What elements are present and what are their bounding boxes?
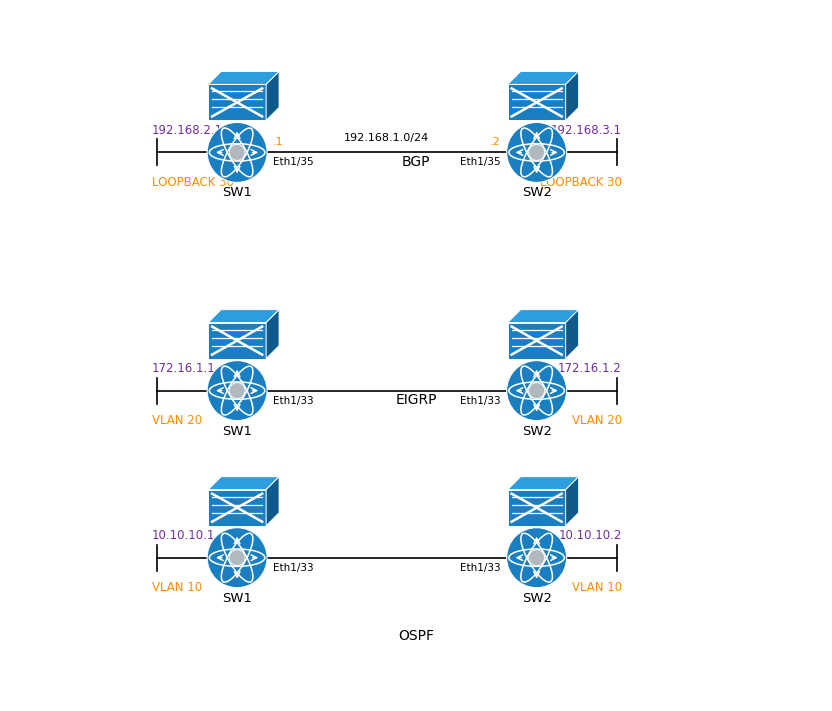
Text: SW1: SW1 (222, 186, 252, 199)
Text: VLAN 10: VLAN 10 (152, 581, 202, 594)
Text: Eth1/33: Eth1/33 (460, 395, 501, 405)
Text: 192.168.3.1: 192.168.3.1 (551, 124, 622, 137)
Circle shape (528, 383, 545, 399)
Polygon shape (266, 71, 279, 120)
Text: 172.16.1.1: 172.16.1.1 (152, 362, 215, 375)
Circle shape (507, 122, 567, 183)
Bar (208, 490, 266, 525)
Circle shape (229, 144, 245, 161)
Text: EIGRP: EIGRP (395, 393, 437, 407)
Bar (208, 85, 266, 120)
Bar (208, 323, 266, 358)
Text: LOOPBACK 30: LOOPBACK 30 (540, 176, 622, 189)
Circle shape (207, 122, 267, 183)
Bar (508, 323, 566, 358)
Text: SW2: SW2 (522, 186, 552, 199)
Polygon shape (508, 309, 578, 323)
Text: VLAN 20: VLAN 20 (152, 414, 202, 427)
Polygon shape (208, 71, 279, 85)
Text: 10.10.10.1: 10.10.10.1 (152, 529, 215, 542)
Polygon shape (266, 476, 279, 525)
Text: 192.168.2.1: 192.168.2.1 (152, 124, 223, 137)
Polygon shape (566, 71, 578, 120)
Text: 192.168.1.0/24: 192.168.1.0/24 (344, 134, 429, 144)
Text: Eth1/33: Eth1/33 (273, 562, 314, 572)
Circle shape (207, 360, 267, 421)
Circle shape (207, 528, 267, 588)
Text: OSPF: OSPF (398, 629, 434, 643)
Polygon shape (208, 309, 279, 323)
Polygon shape (566, 476, 578, 525)
Text: BGP: BGP (402, 155, 430, 169)
Circle shape (229, 550, 245, 566)
Polygon shape (266, 309, 279, 358)
Circle shape (507, 360, 567, 421)
Text: .2: .2 (490, 137, 501, 147)
Text: 10.10.10.2: 10.10.10.2 (558, 529, 622, 542)
Circle shape (229, 383, 245, 399)
Circle shape (528, 550, 545, 566)
Bar (508, 490, 566, 525)
Polygon shape (566, 309, 578, 358)
Circle shape (507, 528, 567, 588)
Text: SW2: SW2 (522, 424, 552, 437)
Text: Eth1/35: Eth1/35 (273, 157, 314, 167)
Text: VLAN 10: VLAN 10 (572, 581, 622, 594)
Text: SW1: SW1 (222, 592, 252, 604)
Text: Eth1/35: Eth1/35 (460, 157, 501, 167)
Text: Eth1/33: Eth1/33 (273, 395, 314, 405)
Polygon shape (508, 476, 578, 490)
Text: 172.16.1.2: 172.16.1.2 (558, 362, 622, 375)
Text: Eth1/33: Eth1/33 (460, 562, 501, 572)
Text: SW1: SW1 (222, 424, 252, 437)
Text: VLAN 20: VLAN 20 (572, 414, 622, 427)
Text: SW2: SW2 (522, 592, 552, 604)
Text: LOOPBACK 30: LOOPBACK 30 (152, 176, 234, 189)
Bar (508, 85, 566, 120)
Polygon shape (208, 476, 279, 490)
Circle shape (528, 144, 545, 161)
Polygon shape (508, 71, 578, 85)
Text: .1: .1 (273, 137, 284, 147)
